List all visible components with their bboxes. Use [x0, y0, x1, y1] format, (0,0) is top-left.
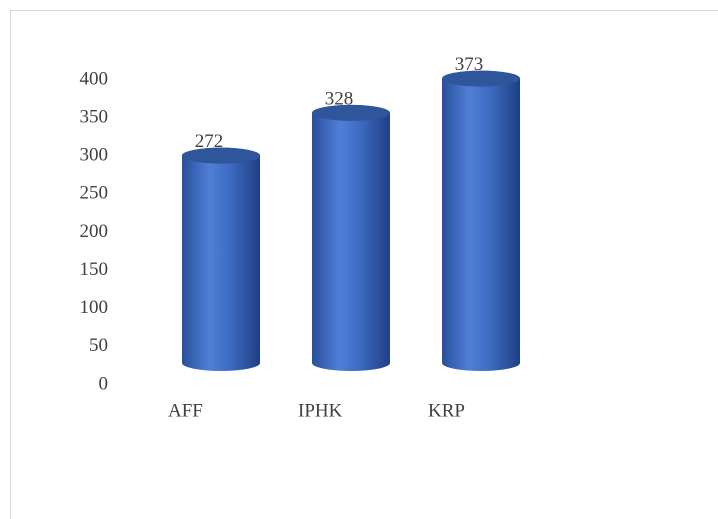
y-tick-label: 150: [80, 259, 109, 280]
x-tick-label: AFF: [168, 400, 203, 421]
y-tick-label: 400: [80, 68, 109, 89]
value-label: 328: [325, 88, 354, 109]
y-tick-label: 250: [80, 183, 109, 204]
y-tick-label: 300: [80, 145, 109, 166]
y-tick-label: 100: [80, 297, 109, 318]
chart-border: [10, 10, 718, 519]
bar: [312, 104, 390, 372]
value-label: 272: [195, 131, 224, 152]
bar-top: [442, 70, 520, 87]
bar-top: [312, 104, 390, 121]
y-tick-label: 200: [80, 221, 109, 242]
x-tick-label: KRP: [428, 400, 465, 421]
value-label: 373: [455, 54, 484, 75]
x-tick-label: IPHK: [298, 400, 343, 421]
bar-top: [182, 147, 260, 164]
bar: [442, 70, 520, 372]
y-tick-label: 350: [80, 106, 109, 127]
y-tick-label: 0: [99, 373, 109, 394]
bar: [182, 147, 260, 371]
y-tick-label: 50: [89, 335, 108, 356]
